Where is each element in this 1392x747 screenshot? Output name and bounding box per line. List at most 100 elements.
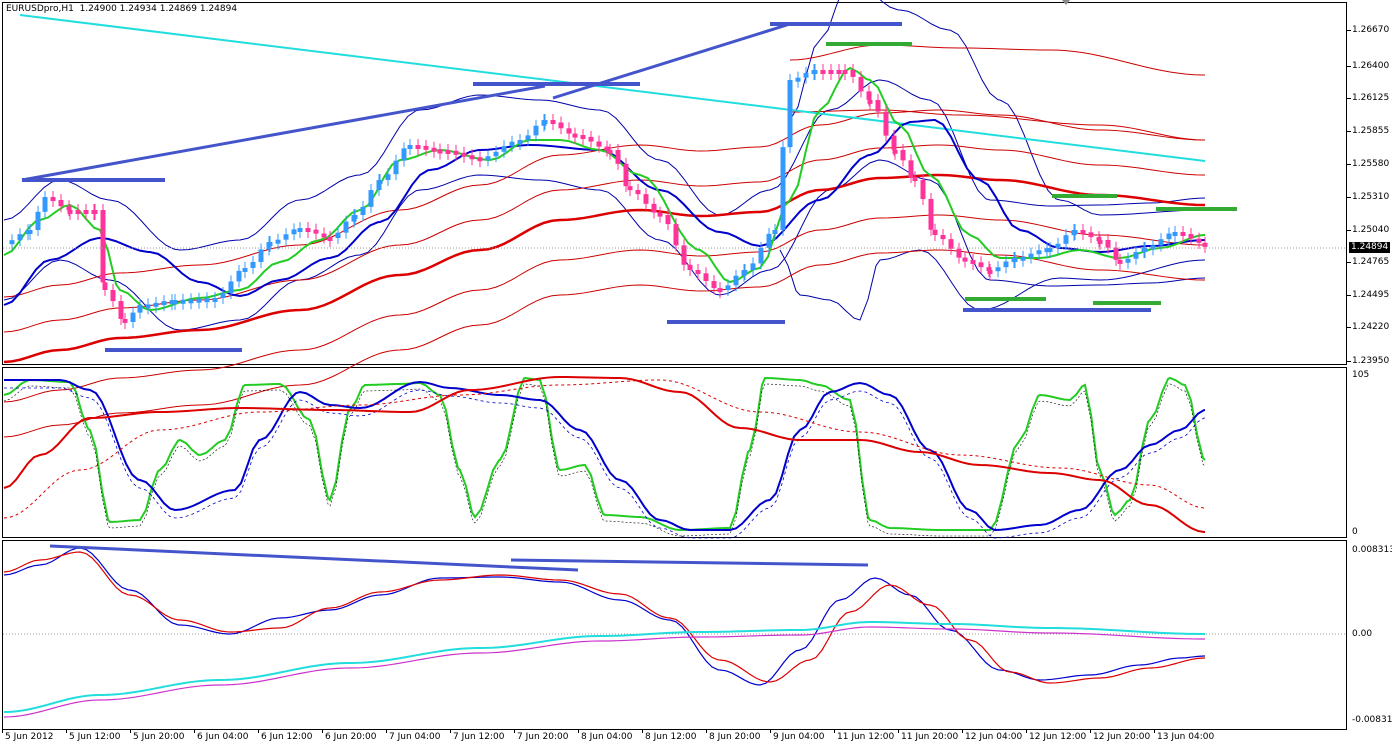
candle-bear: [1097, 239, 1103, 244]
candle-bear: [1117, 259, 1123, 264]
candle-bull: [393, 160, 399, 175]
candle-bull: [1012, 258, 1018, 262]
candle-bear: [588, 136, 594, 142]
candle-bear: [453, 150, 459, 155]
candle-bull: [297, 228, 303, 232]
candle-bull: [1063, 235, 1069, 244]
candle-bull: [188, 299, 194, 304]
candle-bull: [493, 151, 499, 157]
price-label: 1.26670: [1352, 25, 1390, 35]
candle-bull: [501, 146, 507, 152]
candle-bear: [657, 212, 663, 217]
candle-bull: [204, 298, 210, 303]
candle-bull: [542, 120, 548, 124]
candle-bear: [687, 264, 693, 270]
candle-bull: [250, 261, 256, 268]
price-label: 1.25855: [1352, 126, 1390, 136]
osc2-axis-mid: 0.00: [1352, 629, 1373, 639]
candle-bull: [161, 301, 167, 306]
candle-bull: [812, 70, 818, 74]
symbol-close: 1.24894: [199, 4, 238, 14]
candle-bear: [313, 229, 319, 234]
price-tick: [1347, 295, 1351, 296]
price-tick: [1347, 164, 1351, 165]
candle-bull: [153, 302, 159, 307]
candle-bull: [385, 174, 391, 180]
candle-bull: [27, 230, 33, 234]
macd-pane[interactable]: [2, 540, 1347, 730]
price-tick: [1347, 197, 1351, 198]
candle-bull: [407, 145, 413, 149]
candle-bull: [517, 140, 523, 144]
candle-bull: [742, 270, 748, 274]
candle-bull: [228, 281, 234, 294]
candle-bear: [836, 70, 842, 74]
price-label: 1.25310: [1352, 192, 1390, 202]
candle-bull: [169, 300, 175, 305]
candle-bear: [627, 186, 633, 191]
candle-bear: [550, 120, 556, 124]
time-tick: [642, 730, 643, 733]
candle-bear: [866, 91, 872, 100]
time-tick: [66, 730, 67, 733]
stochastic-mid-line: [4, 379, 1206, 532]
candle-bull: [335, 232, 341, 238]
macd-trend-line-1: [49, 544, 579, 572]
candle-bull: [130, 312, 136, 322]
candle-bull: [1055, 243, 1061, 248]
candle-bull: [137, 305, 143, 313]
price-label: 1.24220: [1352, 322, 1390, 332]
candle-bear: [681, 245, 687, 265]
time-label: 13 Jun 04:00: [1157, 732, 1215, 742]
candle-bull: [780, 147, 786, 230]
stochastic-slow-signal: [3, 379, 1206, 519]
candle-bear: [423, 145, 429, 150]
bollinger-lower: [3, 159, 1206, 331]
triangle-down-icon[interactable]: [1062, 0, 1070, 5]
candle-bull: [1003, 261, 1009, 268]
envelope-lower-2: [3, 249, 1206, 438]
osc2-axis-bottom: -0.008313: [1352, 715, 1392, 725]
symbol-open: 1.24900: [79, 4, 117, 14]
candle-bull: [242, 268, 248, 272]
candle-bear: [920, 180, 926, 200]
macd-red-line: [3, 551, 1206, 684]
candle-bear: [437, 149, 443, 154]
candle-bear: [431, 147, 437, 152]
candle-bear: [948, 239, 954, 249]
candle-bear: [67, 209, 73, 214]
time-label: 6 Jun 20:00: [325, 732, 377, 742]
candle-bear: [665, 215, 671, 225]
time-tick: [130, 730, 131, 733]
candle-bear: [461, 152, 467, 157]
symbol-header: EURUSDpro,H1 1.24900 1.24934 1.24869 1.2…: [6, 4, 237, 14]
time-label: 11 Jun 12:00: [837, 732, 895, 742]
candle-bear: [477, 157, 483, 162]
time-label: 6 Jun 12:00: [261, 732, 313, 742]
candle-bear: [962, 257, 968, 262]
candle-bull: [772, 230, 778, 234]
candle-bear: [305, 228, 311, 232]
time-tick: [2, 730, 3, 733]
bollinger-upper-2: [789, 0, 1206, 216]
osc2-axis-top: 0.008313: [1352, 545, 1392, 555]
candle-bear: [711, 281, 717, 289]
candle-bear: [842, 70, 848, 74]
candle-bear: [695, 270, 701, 274]
candle-bull: [35, 211, 41, 230]
candle-bear: [580, 135, 586, 139]
candle-bull: [212, 298, 218, 302]
candle-bear: [875, 100, 881, 112]
candle-bear: [92, 210, 98, 214]
candle-bull: [360, 206, 366, 215]
time-tick: [322, 730, 323, 733]
candle-bear: [892, 149, 898, 154]
price-tick: [1347, 66, 1351, 67]
stochastic-pane[interactable]: [2, 367, 1347, 538]
symbol-high: 1.24934: [119, 4, 157, 14]
candle-bull: [1020, 256, 1026, 261]
time-tick: [1154, 730, 1155, 733]
price-label: 1.24765: [1352, 257, 1390, 267]
